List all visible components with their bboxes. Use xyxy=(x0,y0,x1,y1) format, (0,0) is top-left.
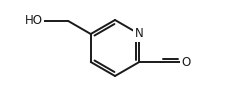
Text: HO: HO xyxy=(25,15,43,28)
Text: O: O xyxy=(180,55,189,69)
Text: N: N xyxy=(134,28,143,40)
